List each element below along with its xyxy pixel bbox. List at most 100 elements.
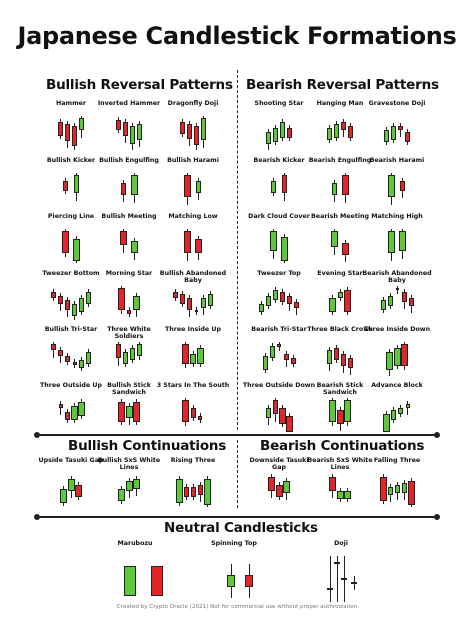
- bull-candle: [201, 295, 206, 315]
- pattern-label: Doji: [334, 540, 348, 547]
- bull-candle: [329, 295, 337, 315]
- bull-candle: [332, 180, 337, 202]
- bull-candle: [336, 488, 344, 502]
- bear-candle: [287, 125, 292, 141]
- pattern-piercing-line: Piercing Line: [34, 213, 108, 263]
- bear-candle: [62, 229, 69, 257]
- pattern-label: Three Outside Down: [242, 382, 316, 389]
- pattern-chart: [55, 116, 87, 150]
- bull-candle: [125, 403, 133, 425]
- pattern-label: Falling Three: [373, 457, 421, 464]
- bull-candle: [387, 293, 393, 309]
- pattern-bullish-kicker: Bullish Kicker: [34, 157, 108, 207]
- pattern-three-black-crows: Three Black Crows: [303, 326, 377, 376]
- bull-candle: [387, 484, 393, 502]
- pattern-3-stars-in-the-south: 3 Stars In The South: [156, 382, 230, 432]
- pattern-label: Matching Low: [168, 213, 218, 220]
- pattern-chart: [170, 286, 216, 320]
- continuation-center-divider: [237, 440, 238, 508]
- pattern-chart: [55, 398, 87, 432]
- pattern-chart: [260, 342, 299, 376]
- pattern-label: Bullish Harami: [167, 157, 219, 164]
- bull-candle: [196, 178, 201, 200]
- pattern-chart: [116, 173, 142, 207]
- pattern-bearish-kicker: Bearish Kicker: [242, 157, 316, 207]
- bull-candle: [337, 289, 343, 301]
- divider-dot: [434, 432, 440, 438]
- bear-candle: [245, 564, 253, 598]
- bear-candle: [286, 413, 293, 432]
- pattern-label: Three Inside Down: [363, 326, 431, 333]
- pattern-chart: [180, 229, 206, 263]
- pattern-marubozu: Marubozu: [98, 540, 172, 596]
- pattern-shooting-star: Shooting Star: [242, 100, 316, 150]
- bear-candle: [58, 401, 63, 415]
- section-title-neutral: Neutral Candlesticks: [164, 520, 318, 536]
- spinning-top-chart: [204, 556, 264, 598]
- bear-candle: [187, 121, 192, 146]
- bull-candle: [86, 349, 91, 367]
- bull-candle: [190, 351, 196, 367]
- pattern-bearish-meeting: Bearish Meeting: [303, 213, 377, 263]
- bull-candle: [131, 173, 138, 203]
- pattern-label: Bearish Kicker: [253, 157, 305, 164]
- bull-candle: [86, 289, 91, 307]
- pattern-gravestone-doji: Gravestone Doji: [360, 100, 434, 150]
- bull-candle: [227, 564, 235, 598]
- bull-candle: [273, 287, 278, 303]
- pattern-chart: [327, 473, 353, 507]
- pattern-three-inside-down: Three Inside Down: [360, 326, 434, 376]
- pattern-chart: [263, 116, 295, 150]
- bear-candle: [282, 173, 287, 201]
- bear-candle: [195, 236, 202, 260]
- pattern-chart: [177, 116, 209, 150]
- bull-candle: [394, 482, 400, 500]
- pattern-label: Bearish Tri-Star: [251, 326, 307, 333]
- marubozu-chart: [110, 556, 163, 596]
- bull-candle: [270, 229, 277, 259]
- bull-candle: [405, 401, 410, 415]
- pattern-tweezer-top: Tweezer Top: [242, 270, 316, 320]
- pattern-chart: [174, 473, 213, 507]
- pattern-bullish-sxs-white-lines: Bullish SxS White Lines: [92, 457, 166, 507]
- bull-candle: [137, 121, 142, 147]
- pattern-spinning-top: Spinning Top: [197, 540, 271, 598]
- bear-candle: [182, 342, 190, 368]
- bull-candle: [329, 398, 337, 426]
- bull-candle: [280, 119, 285, 141]
- pattern-hammer: Hammer: [34, 100, 108, 150]
- bear-candle: [407, 478, 415, 507]
- pattern-matching-low: Matching Low: [156, 213, 230, 263]
- pattern-label: Bullish Tri-Star: [44, 326, 98, 333]
- bear-candle: [198, 413, 203, 423]
- bull-candle: [79, 116, 84, 138]
- bear-candle: [401, 289, 407, 309]
- pattern-chart: [48, 286, 94, 320]
- bull-candle: [74, 173, 79, 201]
- pattern-label: Hanging Man: [316, 100, 364, 107]
- pattern-label: Bullish Stick Sandwich: [107, 382, 151, 396]
- center-divider: [237, 70, 238, 430]
- doji-candle: [334, 556, 340, 602]
- pattern-chart: [58, 173, 84, 207]
- bull-candle: [132, 476, 140, 496]
- bear-candle: [400, 342, 408, 370]
- bear-candle: [336, 407, 344, 431]
- bear-candle: [405, 129, 410, 145]
- bear-candle: [268, 474, 276, 498]
- pattern-chart: [324, 342, 356, 376]
- pattern-chart: [48, 342, 94, 376]
- bear-candle: [74, 482, 82, 500]
- bear-candle: [197, 482, 203, 502]
- bear-candle: [51, 342, 56, 358]
- doji-chart: [311, 556, 371, 606]
- pattern-label: Bearish Engulfing: [308, 157, 372, 164]
- bear-candle: [118, 286, 126, 314]
- bear-candle: [398, 123, 403, 137]
- bull-candle: [175, 476, 183, 506]
- bear-candle: [184, 173, 191, 205]
- bull-candle: [343, 398, 351, 426]
- pattern-label: Three Black Crows: [307, 326, 373, 333]
- bear-candle: [173, 289, 178, 301]
- bear-candle: [65, 409, 70, 423]
